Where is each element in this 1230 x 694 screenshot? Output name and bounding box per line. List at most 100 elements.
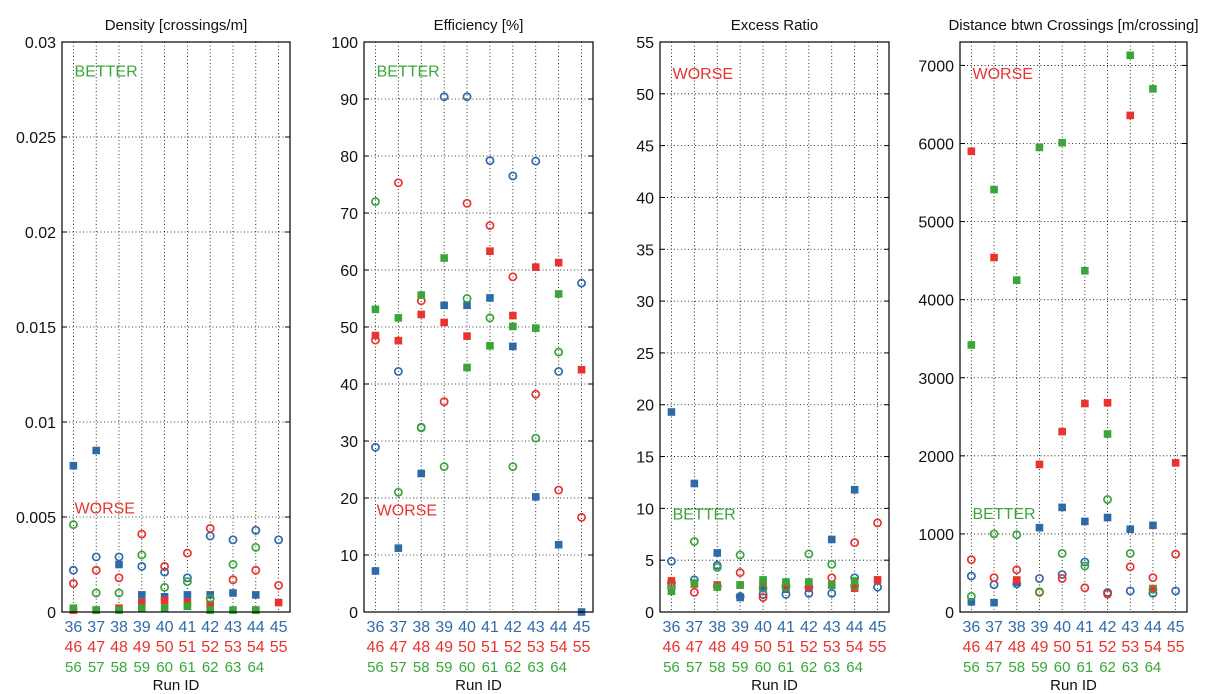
data-point-square <box>967 147 976 156</box>
data-point-square <box>417 291 426 299</box>
x-tick-label: 64 <box>846 659 863 676</box>
data-point-square <box>394 544 403 552</box>
x-tick-label: 37 <box>87 619 105 636</box>
data-point-circle <box>781 582 791 592</box>
y-tick-label: 0.01 <box>25 415 56 432</box>
data-point-square <box>1149 85 1157 93</box>
data-point-circle <box>1080 583 1090 593</box>
data-point-circle <box>1148 573 1158 583</box>
data-point-square <box>690 579 699 587</box>
annotation-label: WORSE <box>377 502 437 519</box>
data-point-circle <box>827 559 837 569</box>
x-tick-label: 63 <box>527 659 544 676</box>
annotation-label: WORSE <box>673 66 733 83</box>
x-tick-label: 42 <box>504 619 522 636</box>
data-point-circle <box>68 579 78 588</box>
x-tick-label: 60 <box>459 659 476 676</box>
data-point-circle <box>182 573 192 583</box>
x-tick-label: 55 <box>869 639 887 656</box>
x-tick-label: 54 <box>550 639 568 656</box>
data-point-circle <box>68 520 78 530</box>
data-point-square <box>160 604 169 612</box>
data-point-circle <box>182 577 192 587</box>
data-point-circle <box>1080 557 1090 567</box>
data-point-square <box>1012 276 1021 284</box>
x-tick-label: 45 <box>1167 619 1185 636</box>
x-tick-label: 46 <box>663 639 681 656</box>
data-point-square <box>782 578 790 586</box>
data-point-circle <box>1057 573 1067 583</box>
x-axis-label: Run ID <box>1050 677 1097 694</box>
data-point-circle <box>251 525 261 535</box>
data-point-circle <box>758 583 768 593</box>
data-point-circle <box>827 588 837 598</box>
data-point-circle <box>966 555 976 565</box>
data-point-circle <box>873 518 883 528</box>
x-tick-label: 61 <box>1077 659 1094 676</box>
chart-title: Density [crossings/m] <box>105 17 248 34</box>
data-point-circle <box>1057 548 1067 558</box>
x-tick-label: 43 <box>527 619 545 636</box>
data-point-square <box>531 324 540 332</box>
data-point-circle <box>1103 495 1113 505</box>
x-tick-label: 52 <box>800 639 818 656</box>
data-point-circle <box>1012 530 1022 540</box>
data-point-square <box>531 493 540 501</box>
x-tick-label: 62 <box>202 659 219 676</box>
data-point-square <box>850 577 859 585</box>
x-tick-label: 36 <box>663 619 681 636</box>
y-tick-label: 10 <box>340 548 358 565</box>
data-point-square <box>509 311 517 320</box>
data-point-circle <box>966 591 976 601</box>
data-point-circle <box>485 221 495 230</box>
data-point-square <box>1081 517 1089 526</box>
x-tick-label: 42 <box>1099 619 1117 636</box>
data-point-circle <box>371 197 380 207</box>
x-tick-label: 59 <box>133 659 150 676</box>
x-tick-label: 38 <box>412 619 430 636</box>
x-tick-label: 41 <box>481 619 499 636</box>
data-point-circle <box>462 92 472 102</box>
data-point-square <box>486 247 494 255</box>
x-tick-label: 41 <box>179 619 197 636</box>
x-tick-label: 62 <box>801 659 818 676</box>
x-tick-label: 61 <box>482 659 499 676</box>
data-point-circle <box>1125 562 1135 572</box>
data-point-square <box>667 408 676 416</box>
x-tick-label: 46 <box>367 639 385 656</box>
x-tick-label: 57 <box>390 659 407 676</box>
y-tick-label: 0.025 <box>16 130 56 147</box>
data-point-square <box>138 604 146 612</box>
data-point-circle <box>160 561 170 571</box>
data-point-circle <box>1171 586 1181 596</box>
y-tick-label: 50 <box>340 320 358 337</box>
data-point-circle <box>735 592 745 601</box>
x-tick-label: 39 <box>133 619 151 636</box>
x-tick-label: 63 <box>225 659 242 676</box>
data-point-square <box>805 578 813 586</box>
x-tick-label: 44 <box>846 619 864 636</box>
y-tick-label: 1000 <box>918 527 954 544</box>
x-tick-label: 51 <box>1076 639 1094 656</box>
x-tick-label: 59 <box>1031 659 1048 676</box>
data-point-circle <box>91 565 101 575</box>
x-tick-label: 57 <box>986 659 1003 676</box>
data-point-circle <box>114 552 124 562</box>
data-point-circle <box>371 335 380 345</box>
data-point-circle <box>758 593 768 602</box>
data-point-square <box>990 185 998 194</box>
data-point-circle <box>667 582 676 592</box>
x-tick-label: 64 <box>247 659 264 676</box>
data-point-square <box>759 584 767 592</box>
data-point-square <box>967 341 976 349</box>
x-tick-label: 63 <box>823 659 840 676</box>
y-tick-label: 80 <box>340 149 358 166</box>
x-tick-label: 36 <box>65 619 83 636</box>
data-point-square <box>1081 266 1089 275</box>
data-point-circle <box>1080 561 1090 571</box>
data-point-circle <box>554 485 564 495</box>
data-point-circle <box>1171 549 1181 559</box>
x-tick-label: 44 <box>1144 619 1162 636</box>
data-point-square <box>873 576 882 584</box>
y-tick-label: 0 <box>645 605 654 622</box>
